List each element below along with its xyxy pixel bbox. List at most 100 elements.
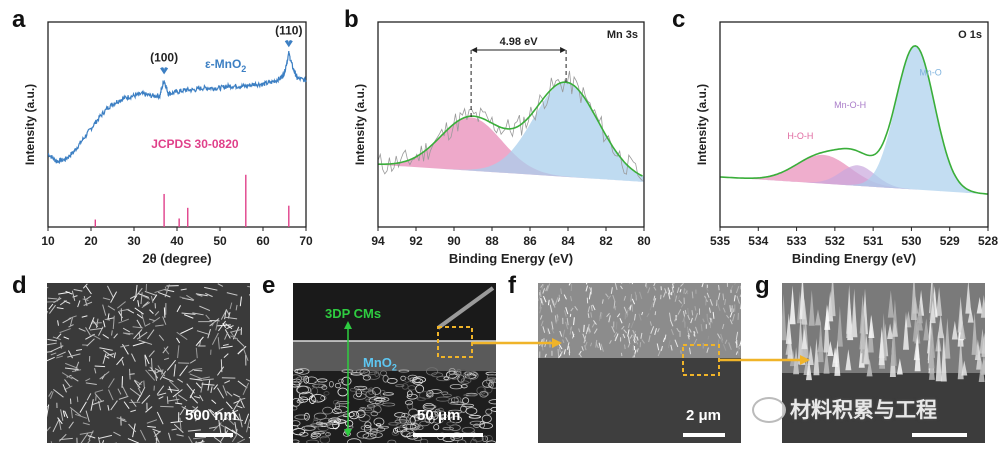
sem-d-flake	[73, 289, 83, 292]
sem-d-flake	[233, 400, 240, 404]
sem-d-flake	[157, 392, 167, 396]
sem-f-flake	[638, 313, 642, 321]
sem-e-porous	[426, 393, 434, 398]
sem-e-porous	[470, 438, 478, 443]
sem-e-porous	[442, 435, 455, 443]
sem-f-flake	[551, 298, 555, 306]
sem-g-spike	[851, 288, 858, 338]
sem-d-flake	[79, 431, 94, 435]
sem-g-spike	[801, 328, 808, 350]
sem-f-flake	[636, 336, 639, 341]
sem-d-flake	[154, 368, 163, 373]
sem-d-flake	[175, 402, 183, 405]
sem-f-flake	[667, 340, 671, 348]
sem-f-flake	[732, 313, 735, 322]
sem-d-flake	[211, 332, 219, 345]
sem-d-flake	[137, 300, 140, 307]
sem-f-flake	[721, 323, 725, 330]
sem-g-spike	[923, 318, 930, 341]
sem-d-flake	[113, 431, 121, 437]
sem-d-flake	[236, 339, 245, 347]
sem-d-flake	[247, 426, 250, 429]
sem-d-flake	[195, 347, 198, 359]
sem-f-flake	[719, 337, 724, 343]
sem-g-spike	[937, 314, 944, 339]
panel-label-f: f	[508, 272, 516, 299]
xrd-xtick-label-4: 50	[213, 234, 227, 248]
sem-e-porous	[310, 432, 322, 438]
sem-e-thickness-arrow-bottom	[344, 429, 352, 437]
sem-e-porous	[401, 412, 409, 418]
sem-d-flake	[103, 349, 114, 358]
sem-d-flake	[141, 294, 151, 300]
sem-d-flake	[79, 401, 87, 413]
sem-d-flake	[116, 356, 124, 366]
sem-f-flake	[565, 321, 569, 330]
sem-e-porous	[312, 399, 318, 403]
sem-g-spike	[817, 318, 824, 363]
sem-f-flake	[712, 311, 715, 319]
sem-d-flake	[168, 398, 180, 402]
sem-f-flake	[583, 324, 585, 333]
sem-e-porous	[488, 381, 496, 389]
sem-f-flake	[720, 333, 724, 341]
sem-d-flake	[107, 305, 116, 311]
sem-d-flake	[47, 297, 58, 300]
sem-g-spike	[814, 309, 821, 326]
sem-f-flake	[587, 313, 590, 319]
sem-d-flake	[69, 406, 82, 417]
sem-f-flake	[585, 285, 589, 292]
sem-e-porous	[382, 392, 394, 396]
sem-f-flake	[728, 342, 732, 350]
o1s-xtick-label-6: 529	[940, 234, 960, 248]
sem-image-g	[782, 283, 985, 443]
sem-d-flake	[197, 294, 203, 297]
sem-d-flake	[149, 309, 154, 314]
sem-e-porous	[337, 387, 349, 397]
sem-g-spike	[845, 349, 852, 371]
sem-e-porous	[322, 406, 333, 415]
sem-e-porous	[346, 438, 362, 443]
sem-d-flake	[208, 408, 218, 420]
sem-g-spike	[978, 359, 985, 382]
mn3s-split-arrow-right	[560, 47, 567, 53]
sem-f-flake	[649, 302, 654, 311]
sem-f-flake	[677, 309, 682, 315]
sem-d-flake	[222, 322, 227, 328]
sem-d-flake	[136, 313, 143, 319]
sem-e-thickness-arrow-top	[344, 321, 352, 329]
sem-f-flake	[736, 295, 740, 304]
sem-d-flake	[88, 317, 95, 330]
sem-f-flake	[735, 331, 739, 340]
sem-d-flake	[118, 395, 129, 400]
sem-e-porous	[338, 378, 345, 384]
sem-e-porous	[373, 417, 385, 427]
sem-e-porous	[393, 427, 399, 434]
sem-f-flake	[542, 288, 546, 294]
sem-d-flake	[68, 421, 74, 429]
sem-f-flake	[629, 334, 633, 339]
sem-f-flake	[554, 297, 559, 306]
sem-f-flake	[621, 325, 625, 330]
xrd-xtick-label-6: 70	[299, 234, 313, 248]
sem-e-porous	[349, 387, 358, 392]
xrd-chart-svg: 10 20 30 40 50 60 70 2θ (degree) Intensity (a.u.…	[23, 21, 313, 266]
sem-f-flake	[557, 297, 560, 302]
sem-d-flake	[137, 293, 149, 298]
sem-d-flake	[47, 301, 56, 303]
sem-e-porous	[294, 414, 309, 420]
sem-e-porous	[293, 406, 298, 411]
sem-d-flake	[78, 327, 86, 332]
sem-e-porous	[370, 428, 378, 436]
sem-e-porous	[418, 391, 433, 400]
sem-d-flake	[104, 318, 111, 321]
sem-e-porous	[333, 399, 340, 405]
sem-d-flake	[111, 330, 113, 336]
sem-d-flake	[244, 413, 250, 425]
sem-d-flake	[142, 301, 149, 307]
sem-g-spike	[829, 283, 836, 317]
sem-f-flake	[583, 345, 587, 351]
sem-g-spike	[836, 306, 843, 347]
sem-e-porous	[353, 385, 368, 391]
sem-g-spike	[789, 285, 796, 325]
